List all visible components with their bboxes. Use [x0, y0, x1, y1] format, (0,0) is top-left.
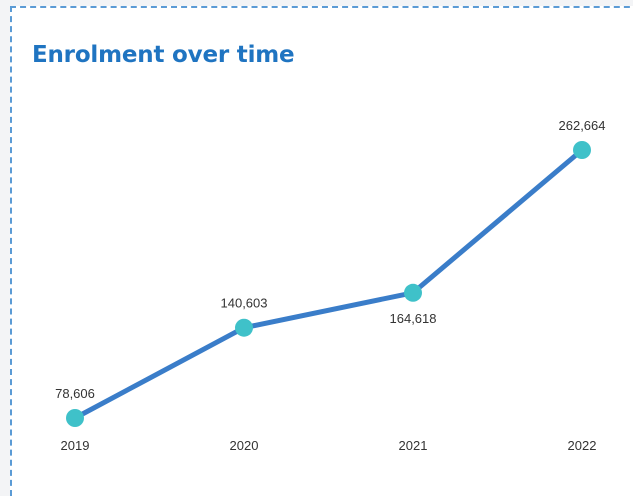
x-tick-label-2021: 2021: [399, 438, 428, 453]
data-label-2021: 164,618: [390, 311, 437, 326]
chart-title: Enrolment over time: [32, 42, 295, 68]
data-point-2020[interactable]: [235, 318, 253, 337]
data-point-2021[interactable]: [404, 283, 422, 302]
x-tick-label-2019: 2019: [61, 438, 90, 453]
series-layer: [72, 147, 585, 421]
chart-card: [10, 6, 633, 496]
x-tick-label-2020: 2020: [230, 438, 259, 453]
data-label-2019: 78,606: [55, 386, 95, 401]
x-tick-label-2022: 2022: [568, 438, 597, 453]
marker-layer: [66, 141, 591, 427]
series-line: [72, 147, 585, 421]
label-layer: 78,606 140,603 164,618 262,664: [55, 118, 605, 401]
line-chart: 78,606 140,603 164,618 262,664 2019 2020 2021…: [55, 118, 605, 453]
data-point-2019[interactable]: [66, 409, 84, 427]
data-label-2020: 140,603: [221, 296, 268, 311]
data-point-2022[interactable]: [573, 141, 591, 159]
x-axis: 2019 2020 2021 2022: [61, 438, 597, 453]
data-label-2022: 262,664: [559, 118, 606, 133]
